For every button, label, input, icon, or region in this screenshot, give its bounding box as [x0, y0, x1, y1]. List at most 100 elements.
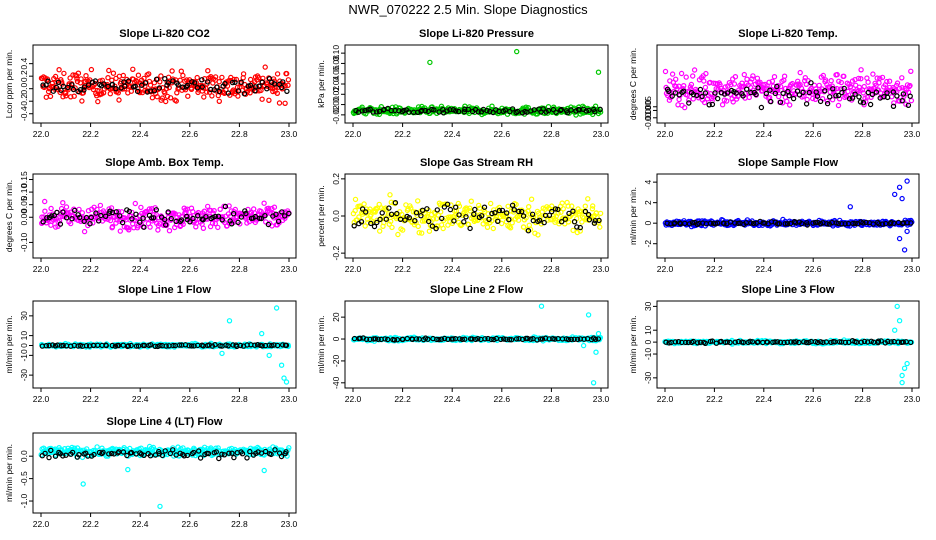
data-point-sample [841, 73, 847, 80]
data-point-reference [194, 212, 201, 219]
data-point-reference [441, 335, 448, 342]
data-point-sample [579, 219, 585, 225]
y-tick-label: 0 [643, 339, 653, 344]
data-point-reference [190, 449, 197, 456]
data-point-reference [475, 109, 481, 115]
data-point-reference [447, 106, 453, 113]
data-point-sample [503, 212, 510, 218]
data-point-reference [162, 222, 169, 228]
x-tick-label: 22.2 [82, 394, 99, 404]
data-point-reference [784, 220, 791, 227]
data-point-sample [741, 71, 748, 78]
data-point-reference [663, 339, 669, 345]
data-point-sample [158, 73, 164, 79]
data-point-sample [201, 208, 208, 214]
data-point-sample [60, 199, 66, 206]
data-point-sample [80, 90, 87, 96]
data-point-reference [570, 208, 576, 214]
x-tick-label: 23.0 [593, 129, 610, 139]
data-point-outlier [899, 195, 905, 202]
x-tick-label: 22.6 [805, 394, 822, 404]
data-point-sample [565, 203, 571, 209]
data-point-reference [574, 336, 581, 343]
data-point-reference [879, 221, 886, 227]
data-point-reference [45, 78, 51, 84]
data-point-reference [153, 76, 160, 83]
data-point-sample [81, 228, 88, 235]
data-point-sample [190, 208, 196, 215]
x-tick-label: 23.0 [904, 264, 921, 274]
data-point-reference [242, 208, 248, 214]
data-point-reference [434, 207, 440, 213]
data-point-sample [240, 71, 247, 77]
data-point-reference [908, 339, 914, 346]
data-point-sample [870, 71, 876, 77]
y-axis-label: Lcor ppm per min. [4, 50, 14, 119]
data-point-sample [744, 76, 750, 82]
data-point-reference [141, 224, 147, 230]
data-point-sample [731, 81, 738, 87]
data-point-reference [559, 218, 565, 225]
data-point-reference [846, 95, 853, 102]
data-point-reference [595, 336, 602, 342]
data-point-outlier [901, 365, 908, 371]
data-point-sample [115, 90, 122, 96]
data-point-sample [385, 211, 392, 217]
x-tick-label: 23.0 [593, 394, 610, 404]
data-point-sample [211, 207, 217, 214]
data-point-sample [569, 203, 575, 209]
data-point-reference [40, 82, 46, 88]
x-tick-label: 22.6 [182, 394, 199, 404]
data-point-reference [455, 108, 462, 115]
data-point-reference [806, 89, 813, 96]
data-point-reference [371, 223, 378, 230]
data-point-reference [188, 343, 195, 349]
data-point-reference [81, 87, 87, 93]
plot-frame [32, 432, 297, 514]
data-point-sample [389, 224, 395, 231]
data-point-sample [828, 77, 834, 84]
data-point-sample [276, 100, 283, 106]
data-point-sample [209, 93, 215, 99]
y-tick-label: 0 [331, 336, 341, 341]
data-point-reference [553, 109, 559, 116]
data-point-reference [113, 209, 120, 215]
data-point-sample [266, 97, 272, 104]
data-point-sample [206, 89, 213, 95]
data-point-sample [597, 224, 603, 230]
x-tick-label: 22.8 [543, 394, 560, 404]
plot-frame [656, 44, 920, 124]
data-point-reference [457, 336, 463, 342]
panel-line3: Slope Line 3 Flow 22.0 22.2 22.4 22.6 22.8 23.… [628, 284, 921, 404]
plot-frame [32, 173, 297, 259]
data-point-reference [839, 221, 845, 227]
data-point-reference [447, 206, 454, 213]
data-point-reference [861, 338, 868, 345]
data-point-reference [907, 93, 913, 99]
data-point-reference [519, 336, 526, 343]
data-point-outlier [595, 69, 602, 75]
data-point-reference [176, 342, 183, 348]
data-point-reference [849, 95, 856, 101]
data-point-reference [501, 336, 507, 342]
data-point-sample [899, 75, 905, 81]
data-point-reference [666, 340, 672, 346]
data-point-sample [169, 68, 175, 74]
data-point-reference [60, 342, 66, 349]
data-point-reference [787, 220, 794, 227]
data-point-sample [395, 231, 401, 238]
y-tick-label: 0.4 [19, 57, 29, 69]
data-point-sample [204, 213, 210, 219]
data-point-reference [481, 204, 488, 210]
data-point-sample [426, 228, 433, 234]
data-point-reference [194, 84, 201, 91]
data-point-reference [265, 221, 272, 228]
data-point-reference [571, 336, 577, 342]
data-point-reference [83, 343, 90, 349]
data-point-reference [58, 87, 64, 93]
data-point-reference [839, 89, 845, 96]
data-point-outlier [261, 467, 267, 474]
data-point-sample [262, 64, 268, 70]
data-point-sample [855, 75, 862, 82]
data-point-reference [232, 79, 238, 86]
